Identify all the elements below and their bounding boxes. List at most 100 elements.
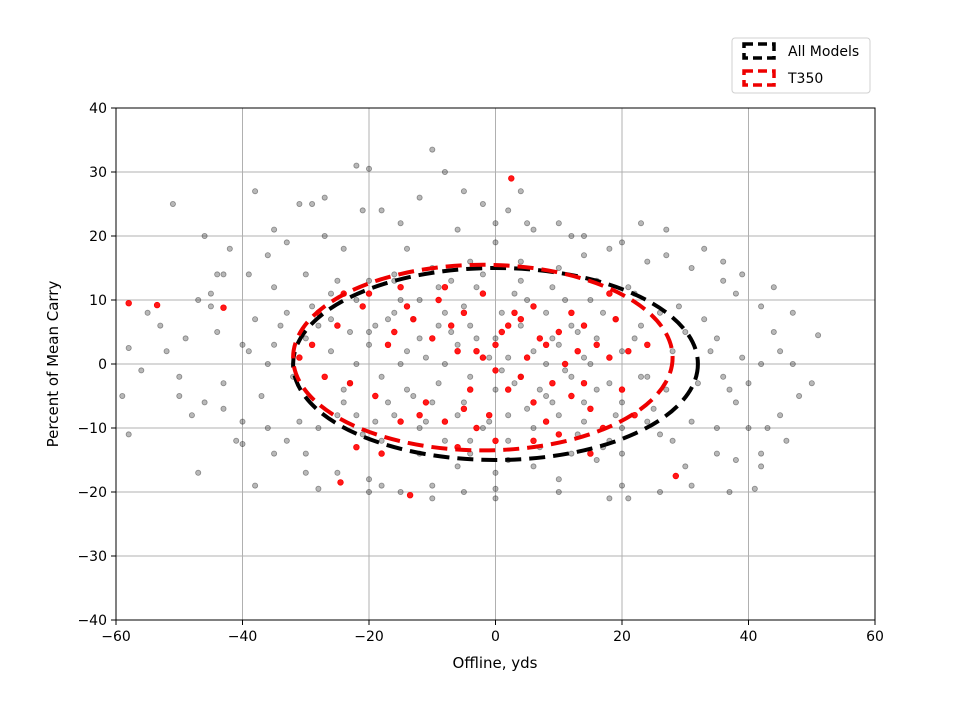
point-t350 xyxy=(353,444,360,451)
point-all-models xyxy=(549,284,556,291)
point-all-models xyxy=(758,450,765,457)
point-all-models xyxy=(195,296,202,303)
point-all-models xyxy=(416,424,423,431)
point-all-models xyxy=(543,392,550,399)
point-all-models xyxy=(486,418,493,425)
point-all-models xyxy=(562,296,569,303)
point-t350 xyxy=(542,341,550,348)
point-t350 xyxy=(473,348,480,355)
x-tick-label: 0 xyxy=(491,629,500,645)
point-all-models xyxy=(726,488,733,495)
point-all-models xyxy=(448,277,455,284)
point-t350 xyxy=(448,322,455,329)
point-all-models xyxy=(391,271,398,278)
point-t350 xyxy=(153,301,161,309)
point-all-models xyxy=(745,424,752,431)
point-all-models xyxy=(340,399,347,406)
point-all-models xyxy=(732,290,739,297)
point-all-models xyxy=(732,456,739,463)
point-all-models xyxy=(321,232,328,239)
point-all-models xyxy=(606,495,613,502)
point-t350 xyxy=(334,322,341,329)
point-all-models xyxy=(555,264,562,271)
point-all-models xyxy=(568,373,575,380)
point-all-models xyxy=(207,290,214,297)
point-all-models xyxy=(688,264,695,271)
point-all-models xyxy=(574,328,581,335)
point-all-models xyxy=(327,290,334,297)
point-all-models xyxy=(581,399,588,406)
point-all-models xyxy=(252,188,259,195)
point-all-models xyxy=(296,200,303,207)
point-t350 xyxy=(479,290,487,297)
point-all-models xyxy=(777,412,784,419)
point-t350 xyxy=(555,328,562,336)
ellipse-t350 xyxy=(291,262,675,453)
point-all-models xyxy=(157,322,164,329)
point-t350 xyxy=(606,290,613,297)
x-axis-label: Offline, yds xyxy=(453,654,538,672)
point-all-models xyxy=(309,200,316,207)
point-all-models xyxy=(543,360,550,367)
point-all-models xyxy=(441,437,448,444)
point-t350 xyxy=(492,367,499,374)
series-points xyxy=(119,146,822,502)
point-t350 xyxy=(492,437,499,444)
point-t350 xyxy=(530,399,537,406)
point-all-models xyxy=(252,482,259,489)
point-all-models xyxy=(435,322,442,329)
confidence-ellipses xyxy=(291,262,700,462)
point-all-models xyxy=(530,463,537,470)
point-all-models xyxy=(327,316,334,323)
point-t350 xyxy=(549,380,556,387)
point-all-models xyxy=(713,450,720,457)
legend: All Models T350 xyxy=(731,37,871,94)
point-all-models xyxy=(517,322,524,329)
point-all-models xyxy=(694,380,701,387)
point-all-models xyxy=(252,316,259,323)
point-all-models xyxy=(245,348,252,355)
point-all-models xyxy=(359,207,366,214)
point-all-models xyxy=(606,245,613,252)
point-all-models xyxy=(517,277,524,284)
y-tick-label: −20 xyxy=(77,485,107,501)
point-all-models xyxy=(283,239,290,246)
point-all-models xyxy=(530,424,537,431)
point-all-models xyxy=(593,386,600,393)
point-all-models xyxy=(783,437,790,444)
point-all-models xyxy=(384,399,391,406)
point-all-models xyxy=(416,194,423,201)
point-all-models xyxy=(511,380,518,387)
point-all-models xyxy=(619,348,626,355)
point-all-models xyxy=(568,450,575,457)
point-all-models xyxy=(264,360,271,367)
point-t350 xyxy=(372,392,379,400)
point-all-models xyxy=(581,232,588,239)
y-tick-label: 0 xyxy=(98,357,107,373)
point-t350 xyxy=(378,450,385,457)
point-all-models xyxy=(182,335,189,342)
point-all-models xyxy=(169,200,176,207)
point-all-models xyxy=(638,373,645,380)
x-tick-label: 40 xyxy=(740,629,758,645)
point-t350 xyxy=(542,418,550,425)
point-all-models xyxy=(492,386,499,393)
point-all-models xyxy=(758,463,765,470)
point-all-models xyxy=(505,207,512,214)
point-all-models xyxy=(391,309,398,316)
point-t350 xyxy=(511,309,518,316)
point-t350 xyxy=(486,412,493,419)
point-t350 xyxy=(467,386,474,393)
point-all-models xyxy=(391,412,398,419)
point-all-models xyxy=(498,309,505,316)
point-all-models xyxy=(321,194,328,201)
point-all-models xyxy=(220,380,227,387)
point-all-models xyxy=(669,348,676,355)
point-all-models xyxy=(650,405,657,412)
point-all-models xyxy=(125,344,132,351)
point-t350 xyxy=(384,341,392,348)
point-all-models xyxy=(619,399,626,406)
point-all-models xyxy=(378,373,385,380)
point-all-models xyxy=(340,386,347,393)
point-all-models xyxy=(517,188,524,195)
